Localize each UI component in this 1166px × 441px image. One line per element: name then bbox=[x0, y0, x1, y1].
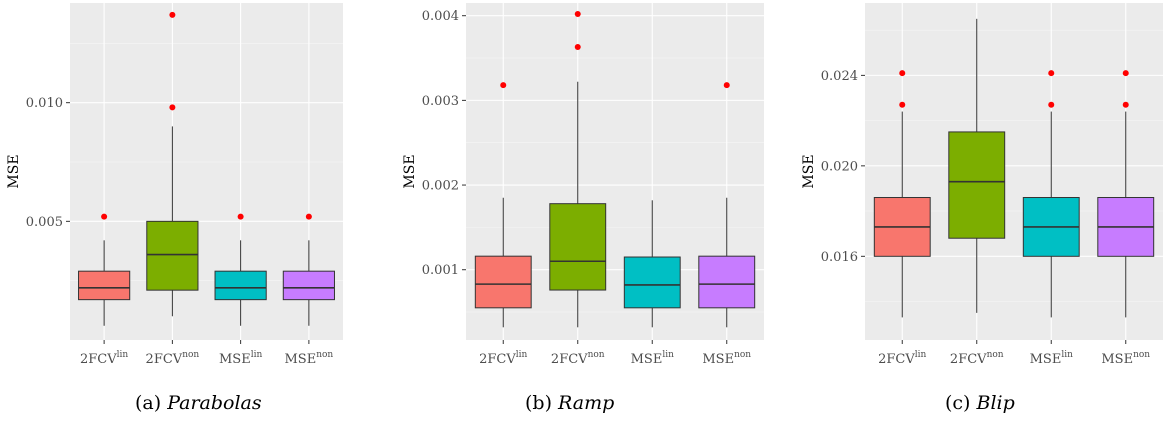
outlier-point bbox=[500, 82, 507, 89]
outlier-point bbox=[574, 11, 581, 18]
box-body bbox=[78, 270, 131, 301]
box-body bbox=[474, 255, 532, 309]
y-tick-label: 0.002 bbox=[422, 179, 459, 194]
box-body bbox=[214, 270, 267, 301]
box-body bbox=[146, 220, 199, 291]
y-tick-label: 0.005 bbox=[26, 215, 63, 230]
outlier-point bbox=[237, 213, 244, 220]
outlier-point bbox=[899, 70, 906, 77]
y-tick-label: 0.004 bbox=[422, 9, 459, 24]
y-tick-label: 0.024 bbox=[821, 69, 858, 84]
box-mse-lin bbox=[1022, 70, 1080, 318]
box-body bbox=[623, 256, 681, 309]
box-2fcv-non bbox=[146, 11, 199, 317]
outlier-point bbox=[169, 11, 176, 18]
x-tick-label: 2FCVnon bbox=[950, 350, 1004, 367]
outlier-point bbox=[305, 213, 312, 220]
outlier-point bbox=[101, 213, 108, 220]
x-tick-label: MSElin bbox=[631, 350, 674, 367]
outlier-point bbox=[1122, 70, 1129, 77]
box-2fcv-non bbox=[948, 18, 1006, 313]
box-mse-non bbox=[1097, 70, 1155, 318]
panel-caption: (a) Parabolas bbox=[135, 392, 262, 414]
box-mse-non bbox=[698, 82, 756, 328]
y-axis-title: MSE bbox=[801, 154, 817, 188]
box-mse-lin bbox=[214, 213, 267, 326]
x-tick-label: MSElin bbox=[219, 350, 262, 367]
panel-ramp: 0.001 0.002 0.003 0.004 MSE 2FCVlin 2FCVnon MSE… bbox=[402, 3, 764, 414]
box-body bbox=[698, 255, 756, 309]
y-tick-label: 0.001 bbox=[422, 263, 459, 278]
outlier-point bbox=[1122, 101, 1129, 108]
outlier-point bbox=[723, 82, 730, 89]
outlier-point bbox=[1048, 101, 1055, 108]
outlier-point bbox=[1048, 70, 1055, 77]
outlier-point bbox=[574, 44, 581, 51]
box-body bbox=[549, 203, 607, 291]
x-tick-label: 2FCVnon bbox=[551, 350, 605, 367]
x-tick-label: 2FCVlin bbox=[479, 350, 527, 367]
y-axis-title: MSE bbox=[402, 154, 418, 188]
x-tick-label: MSEnon bbox=[1101, 350, 1150, 367]
box-body bbox=[282, 270, 335, 301]
y-tick-label: 0.003 bbox=[422, 94, 459, 109]
outlier-point bbox=[899, 101, 906, 108]
box-2fcv-lin bbox=[78, 213, 131, 326]
box-body bbox=[948, 131, 1006, 239]
box-2fcv-non bbox=[549, 11, 607, 328]
x-tick-label: 2FCVnon bbox=[146, 350, 200, 367]
x-tick-label: MSEnon bbox=[702, 350, 751, 367]
x-tick-label: MSElin bbox=[1030, 350, 1073, 367]
y-tick-label: 0.020 bbox=[821, 159, 858, 174]
outlier-point bbox=[169, 104, 176, 111]
x-tick-label: MSEnon bbox=[285, 350, 334, 367]
panel-caption: (c) Blip bbox=[945, 392, 1015, 414]
box-2fcv-lin bbox=[474, 82, 532, 328]
y-tick-label: 0.016 bbox=[821, 250, 858, 265]
box-mse-lin bbox=[623, 200, 681, 328]
panel-background bbox=[865, 3, 1163, 340]
y-tick-label: 0.010 bbox=[26, 96, 63, 111]
box-mse-non bbox=[282, 213, 335, 326]
box-2fcv-lin bbox=[873, 70, 931, 318]
x-tick-label: 2FCVlin bbox=[878, 350, 926, 367]
panel-blip: 0.016 0.020 0.024 MSE 2FCVlin 2FCVnon MSElin MS… bbox=[801, 3, 1163, 414]
panel-parabolas: 0.005 0.010 MSE 2FCVlin 2FCVnon MSElin MSEnon (… bbox=[6, 3, 343, 414]
y-axis-title: MSE bbox=[6, 154, 22, 188]
panel-caption: (b) Ramp bbox=[525, 392, 614, 414]
x-tick-label: 2FCVlin bbox=[80, 350, 128, 367]
